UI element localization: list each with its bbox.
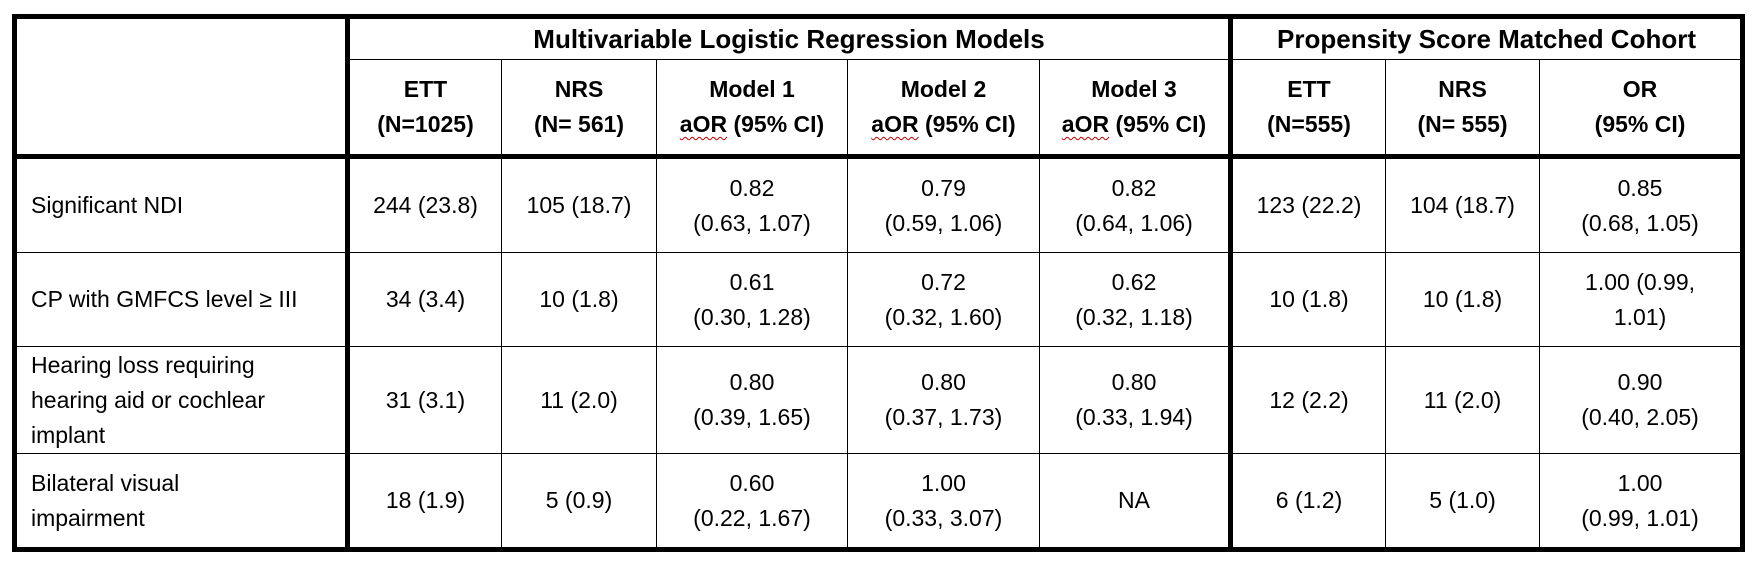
results-table-container: Multivariable Logistic Regression Models… — [12, 14, 1746, 552]
col-header-or: OR (95% CI) — [1539, 59, 1746, 159]
table-cell: 0.62 (0.32, 1.18) — [1038, 252, 1234, 347]
table-cell: 0.82 (0.64, 1.06) — [1038, 156, 1234, 253]
table-row: CP with GMFCS level ≥ III 34 (3.4) 10 (1.8… — [12, 252, 1746, 347]
table-cell: 1.00 (0.33, 3.07) — [847, 453, 1040, 552]
table-cell: 1.00 (0.99, 1.01) — [1539, 453, 1746, 552]
table-cell: 0.80 (0.33, 1.94) — [1038, 346, 1234, 454]
table-cell: 10 (1.8) — [1385, 252, 1541, 347]
table-cell: 0.82 (0.63, 1.07) — [656, 156, 848, 253]
table-cell: 5 (1.0) — [1385, 453, 1541, 552]
table-cell: 1.00 (0.99, 1.01) — [1539, 252, 1746, 347]
table-cell: NA — [1038, 453, 1234, 552]
table-cell: 123 (22.2) — [1230, 156, 1387, 253]
row-label: Bilateral visual impairment — [12, 453, 350, 552]
table-cell: 6 (1.2) — [1230, 453, 1387, 552]
table-cell: 0.60 (0.22, 1.67) — [656, 453, 848, 552]
column-header-row: ETT (N=1025) NRS (N= 561) Model 1 aOR (9… — [15, 59, 1746, 159]
row-label: CP with GMFCS level ≥ III — [12, 252, 350, 347]
table-row: Significant NDI 244 (23.8) 105 (18.7) 0.82(… — [12, 156, 1746, 253]
empty-corner-cell — [12, 14, 350, 159]
table-cell: 0.61 (0.30, 1.28) — [656, 252, 848, 347]
table-cell: 31 (3.1) — [347, 346, 502, 454]
table-cell: 244 (23.8) — [347, 156, 502, 253]
table-cell: 5 (0.9) — [501, 453, 657, 552]
table-cell: 10 (1.8) — [1230, 252, 1387, 347]
table-cell: 104 (18.7) — [1385, 156, 1541, 253]
group-header-mlr: Multivariable Logistic Regression Models — [346, 14, 1234, 60]
table-cell: 0.80 (0.37, 1.73) — [847, 346, 1040, 454]
table-cell: 105 (18.7) — [501, 156, 657, 253]
table-cell: 18 (1.9) — [347, 453, 502, 552]
table-cell: 11 (2.0) — [501, 346, 657, 454]
table-cell: 0.90 (0.40, 2.05) — [1539, 346, 1746, 454]
col-header-ett-psm: ETT (N=555) — [1230, 59, 1387, 159]
row-label: Hearing loss requiring hearing aid or coc… — [12, 346, 350, 454]
table-body: Significant NDI 244 (23.8) 105 (18.7) 0.82(… — [12, 156, 1746, 552]
table-row: Bilateral visual impairment 18 (1.9) 5 (0.9… — [12, 453, 1746, 552]
group-header-psm: Propensity Score Matched Cohort — [1230, 14, 1746, 60]
col-header-model-2: Model 2 aOR (95% CI) — [847, 59, 1040, 159]
table-cell: 34 (3.4) — [347, 252, 502, 347]
col-header-ett-mlr: ETT (N=1025) — [347, 59, 502, 159]
results-table: Multivariable Logistic Regression Models… — [12, 14, 1746, 552]
col-header-nrs-psm: NRS (N= 555) — [1385, 59, 1541, 159]
col-header-nrs-mlr: NRS (N= 561) — [501, 59, 657, 159]
table-cell: 11 (2.0) — [1385, 346, 1541, 454]
table-cell: 10 (1.8) — [501, 252, 657, 347]
row-label: Significant NDI — [12, 156, 350, 253]
table-cell: 0.85 (0.68, 1.05) — [1539, 156, 1746, 253]
col-header-model-1: Model 1 aOR (95% CI) — [656, 59, 848, 159]
col-header-model-3: Model 3 aOR (95% CI) — [1038, 59, 1234, 159]
table-cell: 0.72 (0.32, 1.60) — [847, 252, 1040, 347]
table-cell: 0.79 (0.59, 1.06) — [847, 156, 1040, 253]
table-row: Hearing loss requiring hearing aid or coc… — [12, 346, 1746, 454]
table-cell: 0.80 (0.39, 1.65) — [656, 346, 848, 454]
table-cell: 12 (2.2) — [1230, 346, 1387, 454]
